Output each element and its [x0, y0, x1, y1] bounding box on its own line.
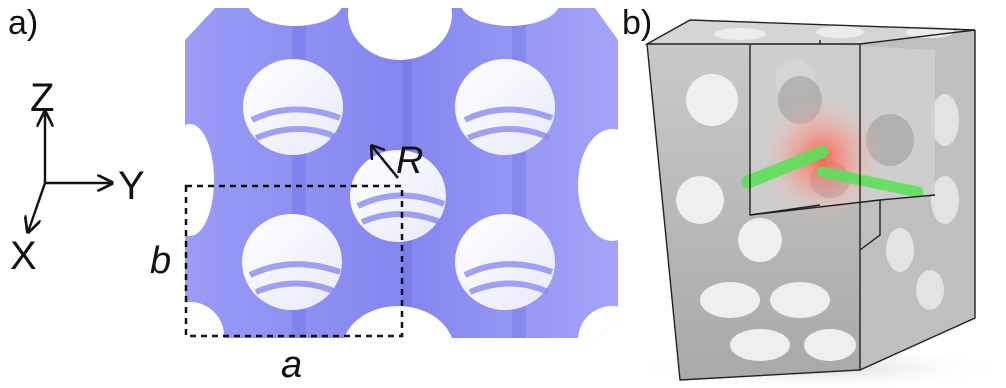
- height-label: b: [150, 240, 172, 282]
- y-axis-label: Y: [118, 164, 145, 208]
- radius-label: R: [396, 140, 424, 182]
- radius-arrow: [370, 144, 399, 179]
- z-axis-label: Z: [30, 76, 55, 120]
- panel-a-label: a): [8, 4, 39, 42]
- width-label: a: [281, 344, 303, 386]
- green-rod-left: [741, 145, 829, 189]
- x-axis-arrow: [28, 182, 47, 232]
- x-axis-label: X: [10, 234, 37, 278]
- porous-structure-render: [184, 8, 618, 338]
- green-rod-right: [816, 166, 924, 198]
- coordinate-axes: [0, 0, 200, 300]
- unit-cell-outline: [184, 184, 404, 338]
- panel-b-label: b): [622, 4, 653, 42]
